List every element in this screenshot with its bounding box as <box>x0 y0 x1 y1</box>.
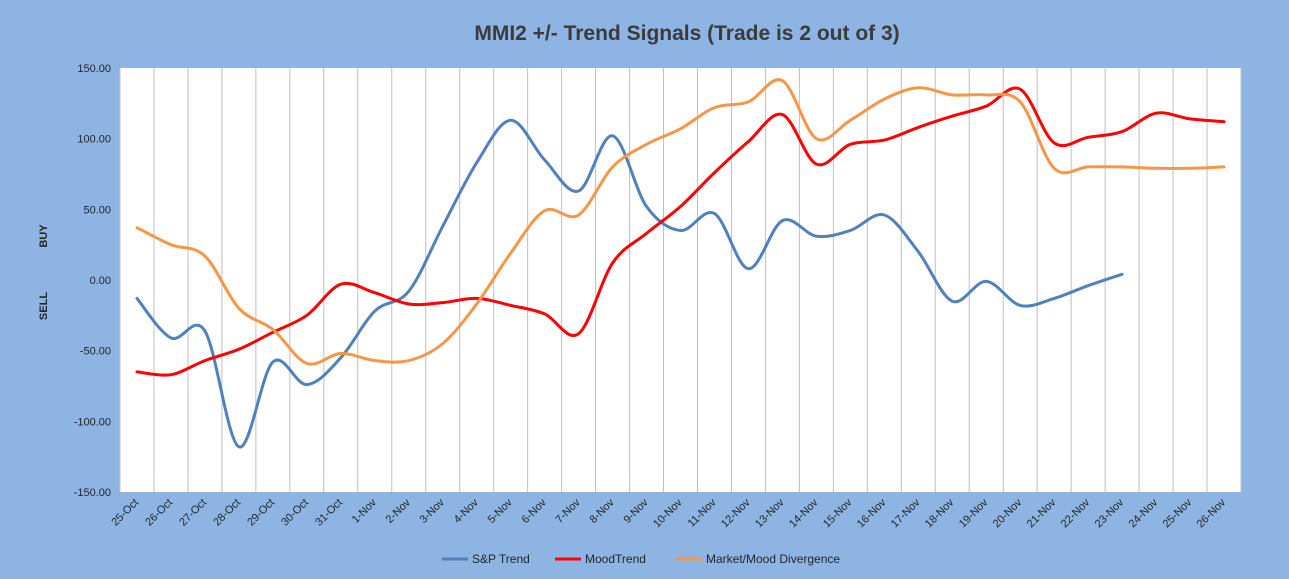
x-tick-label: 2-Nov <box>384 496 414 526</box>
x-tick-label: 19-Nov <box>957 496 991 530</box>
x-tick-label: 10-Nov <box>651 496 685 530</box>
series-lines <box>135 78 1226 449</box>
series-line-market-mood-divergence <box>135 78 1226 366</box>
x-tick-label: 27-Oct <box>177 497 209 529</box>
chart-title: MMI2 +/- Trend Signals (Trade is 2 out o… <box>474 22 899 45</box>
x-tick-label: 20-Nov <box>991 496 1025 530</box>
y-tick-label: 0.00 <box>90 275 111 287</box>
series-line-s-p-trend <box>135 118 1124 449</box>
x-tick-label: 16-Nov <box>855 496 889 530</box>
plot-area <box>120 68 1241 492</box>
x-tick-label: 18-Nov <box>923 496 957 530</box>
x-tick-label: 9-Nov <box>621 496 651 526</box>
y-tick-label: 150.00 <box>77 63 111 75</box>
x-tick-label: 15-Nov <box>821 496 855 530</box>
legend-label: MoodTrend <box>585 552 646 566</box>
x-tick-label: 8-Nov <box>588 496 618 526</box>
x-tick-label: 22-Nov <box>1059 496 1093 530</box>
x-tick-label: 25-Nov <box>1161 496 1195 530</box>
x-tick-label: 13-Nov <box>753 496 787 530</box>
y-tick-label: -150.00 <box>74 487 111 499</box>
x-tick-label: 24-Nov <box>1127 496 1161 530</box>
x-tick-label: 28-Oct <box>211 497 243 529</box>
x-tick-label: 12-Nov <box>719 496 753 530</box>
x-tick-label: 4-Nov <box>452 496 482 526</box>
x-tick-label: 17-Nov <box>889 496 923 530</box>
x-tick-label: 3-Nov <box>418 496 448 526</box>
legend-label: S&P Trend <box>472 552 530 566</box>
x-tick-label: 1-Nov <box>350 496 380 526</box>
x-tick-label: 25-Oct <box>109 497 141 529</box>
x-tick-label: 23-Nov <box>1093 496 1127 530</box>
y-tick-label: -50.00 <box>80 346 111 358</box>
x-tick-label: 14-Nov <box>787 496 821 530</box>
y-tick-label: -100.00 <box>74 416 111 428</box>
legend-label: Market/Mood Divergence <box>706 552 840 566</box>
x-tick-label: 21-Nov <box>1025 496 1059 530</box>
buy-label: BUY <box>38 224 50 248</box>
x-tick-label: 30-Oct <box>279 497 311 529</box>
x-tick-label: 29-Oct <box>245 497 277 529</box>
x-tick-label: 5-Nov <box>486 496 516 526</box>
x-tick-label: 7-Nov <box>554 496 584 526</box>
legend: S&P Trend MoodTrend Market/Mood Divergence <box>442 552 840 566</box>
y-tick-label: 50.00 <box>83 204 111 216</box>
y-tick-label: 100.00 <box>77 134 111 146</box>
sell-label: SELL <box>38 292 50 320</box>
series-line-moodtrend <box>135 86 1226 377</box>
x-tick-label: 6-Nov <box>520 496 550 526</box>
x-tick-label: 11-Nov <box>686 496 719 529</box>
x-tick-label: 26-Nov <box>1195 496 1229 530</box>
x-tick-label: 26-Oct <box>143 497 175 529</box>
x-tick-label: 31-Oct <box>313 497 345 529</box>
